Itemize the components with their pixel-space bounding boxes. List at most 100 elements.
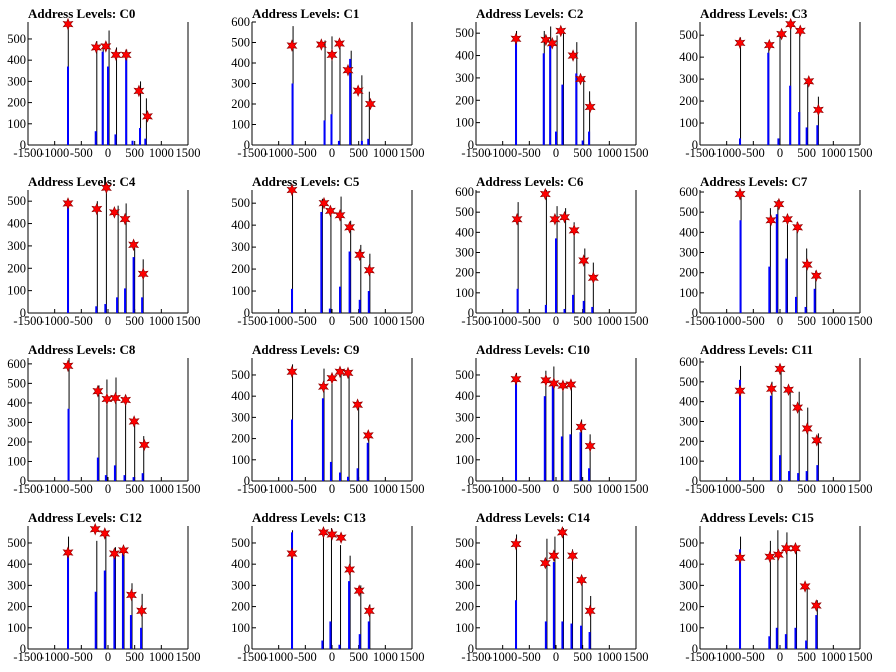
star-marker [549,212,561,226]
blue-bar [131,140,134,145]
y-tick-label: 400 [7,53,26,67]
star-marker [567,49,579,62]
x-tick-label: 0 [329,146,335,160]
y-tick-label: 100 [455,116,474,130]
y-tick-label: 200 [455,432,474,446]
star-marker [803,74,815,88]
star-marker [364,97,376,111]
star-marker [559,210,571,224]
blue-bar [788,471,791,481]
y-tick-label: 200 [679,434,698,448]
y-tick-label: 300 [231,578,250,592]
blue-bar [798,112,801,145]
blue-bar [107,66,109,145]
x-tick-label: -1500 [237,482,266,496]
blue-bar [321,398,324,481]
star-marker [92,384,104,398]
chart-title: Address Levels: C1 [252,6,359,21]
star-marker [99,527,111,540]
x-tick-label: 1000 [597,146,622,160]
star-marker [286,39,298,52]
y-tick-label: 100 [7,454,26,468]
star-marker [62,546,74,559]
x-tick-label: -1500 [237,314,266,328]
chart-title: Address Levels: C2 [476,6,583,21]
y-tick-label: 100 [7,117,26,131]
x-tick-label: -1500 [237,650,266,664]
x-tick-label: -1000 [40,146,69,160]
star-marker [344,221,356,234]
chart-svg: Address Levels: C1 0 100 200 300 400 500 600 -15… [231,6,424,160]
blue-bar [348,251,351,313]
star-marker [117,544,129,557]
chart-svg: Address Levels: C00100200300400500-1500-… [7,6,200,160]
star-marker [773,197,785,211]
chart-panel-c5: Address Levels: C5 0 100 200 300 400 500 -1500-… [224,168,448,336]
blue-bar [291,419,293,481]
y-tick-label: 0 [20,642,26,656]
star-marker [540,373,552,387]
blue-bar [113,551,116,649]
x-tick-label: 500 [573,650,592,664]
y-tick-label: 200 [455,93,474,107]
star-marker [765,382,777,396]
y-tick-label: 400 [231,56,250,70]
x-tick-label: 500 [349,650,368,664]
x-tick-label: 0 [329,482,335,496]
star-marker [363,604,375,618]
y-tick-label: 500 [231,196,250,210]
x-tick-label: -1500 [13,146,42,160]
x-tick-label: 1500 [176,650,201,664]
blue-bar [591,306,594,313]
x-tick-label: 1000 [821,146,846,160]
star-marker [335,531,347,544]
x-tick-label: 1500 [400,650,425,664]
x-tick-label: 1500 [848,314,873,328]
blue-bar [813,288,816,313]
chart-panel-c0: Address Levels: C0 0 100 200 300 400 500 -1500-… [0,0,224,168]
star-marker [119,212,131,226]
x-tick-label: 500 [573,314,592,328]
chart-panel-c3: Address Levels: C3 0 100 200 300 400 500 -1500-… [672,0,896,168]
star-marker [353,584,365,597]
blue-bar [768,636,771,649]
star-marker [810,599,822,612]
y-tick-label: 600 [455,185,474,199]
star-marker [286,365,298,379]
x-tick-label: -1500 [461,482,490,496]
blue-bar [769,395,772,481]
star-marker [108,206,120,219]
star-marker [109,391,121,405]
y-tick-label: 400 [7,557,26,571]
star-marker [333,37,345,50]
blue-bar [777,138,780,145]
blue-bar [785,258,788,313]
blue-bar [140,627,143,649]
star-marker [510,32,522,46]
blue-bar [366,442,369,481]
star-marker [326,371,338,385]
y-tick-label: 400 [455,49,474,63]
chart-svg: Address Levels: C20100200300400500-1500-… [455,6,648,160]
y-tick-label: 100 [679,454,698,468]
y-tick-label: 200 [7,261,26,275]
chart-panel-c2: Address Levels: C2 0 100 200 300 400 500 -1500-… [448,0,672,168]
blue-bar [291,83,294,145]
y-tick-label: 200 [231,97,250,111]
star-marker [546,36,558,50]
x-tick-label: 0 [777,482,783,496]
star-marker [141,110,153,123]
y-tick-label: 500 [455,368,474,382]
x-tick-label: 500 [797,314,816,328]
star-marker [317,526,329,539]
y-tick-label: 0 [20,138,26,152]
blue-bar [360,140,363,145]
y-tick-label: 500 [455,536,474,550]
star-marker [362,429,374,442]
star-marker [125,588,137,602]
star-marker [734,36,746,50]
blue-bar [329,621,332,649]
y-tick-label: 300 [455,410,474,424]
blue-bar [739,138,741,145]
blue-bar [569,434,572,481]
